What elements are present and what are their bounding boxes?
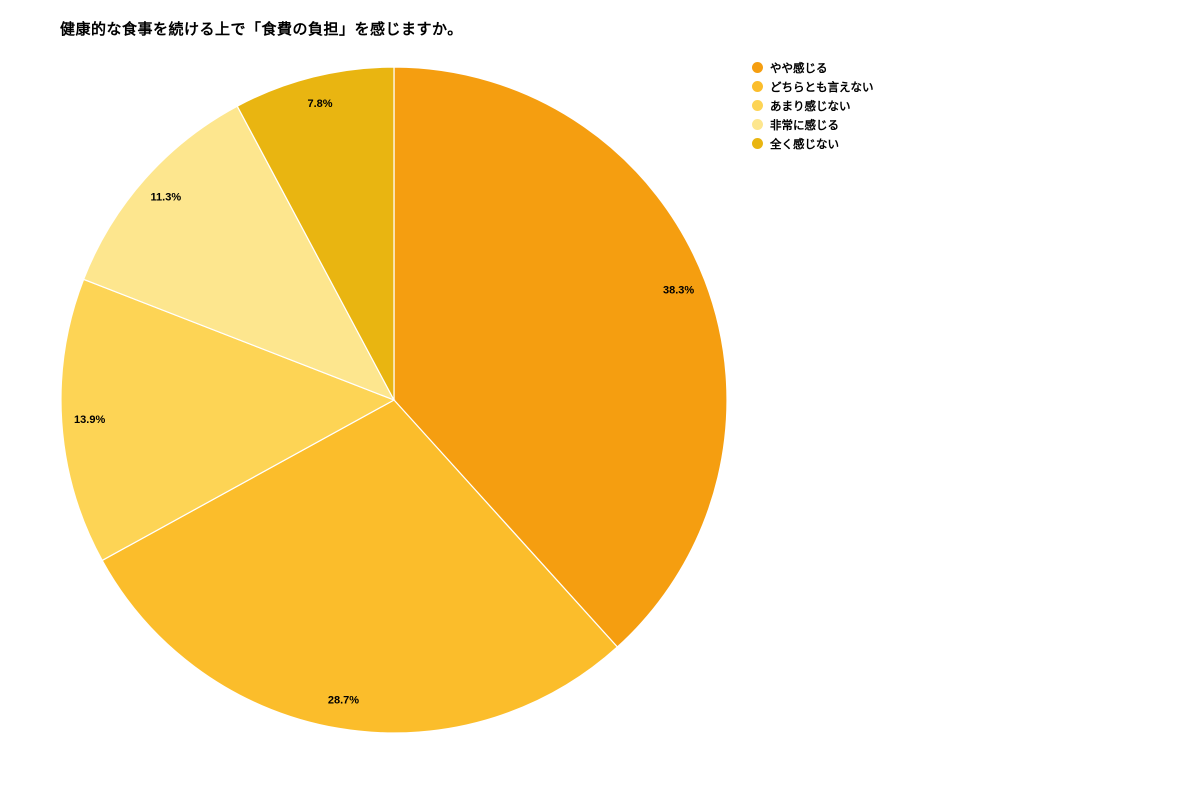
- legend-label-1: やや感じる: [770, 60, 828, 75]
- pie-slice-3: [60, 278, 396, 562]
- legend-item-4: 非常に感じる: [752, 115, 874, 134]
- legend-label-4: 非常に感じる: [770, 117, 839, 132]
- pie-slice-5: [236, 66, 395, 401]
- pie-slice-2: [101, 399, 619, 734]
- legend-swatch-1: [752, 62, 763, 73]
- pie-slice-4: [82, 105, 396, 402]
- slice-label-2: 28.7%: [328, 695, 359, 707]
- pie-slice-1: [393, 66, 728, 648]
- slice-label-4: 11.3%: [151, 191, 182, 203]
- legend-label-2: どちらとも言えない: [770, 79, 874, 94]
- legend-swatch-3: [752, 100, 763, 111]
- legend-label-3: あまり感じない: [770, 98, 851, 113]
- slice-label-5: 7.8%: [307, 98, 332, 110]
- legend-item-2: どちらとも言えない: [752, 77, 874, 96]
- legend-swatch-5: [752, 138, 763, 149]
- legend-item-1: やや感じる: [752, 58, 874, 77]
- slice-label-3: 13.9%: [74, 414, 105, 426]
- chart-title: 健康的な食事を続ける上で「食費の負担」を感じますか。: [60, 20, 463, 38]
- legend: やや感じるどちらとも言えない あまり感じない 非常に感じる 全く感じない: [752, 58, 874, 153]
- legend-swatch-4: [752, 119, 763, 130]
- legend-item-3: あまり感じない: [752, 96, 874, 115]
- legend-item-5: 全く感じない: [752, 134, 874, 153]
- legend-swatch-2: [752, 81, 763, 92]
- slice-label-1: 38.3%: [663, 284, 694, 296]
- legend-label-5: 全く感じない: [770, 136, 839, 151]
